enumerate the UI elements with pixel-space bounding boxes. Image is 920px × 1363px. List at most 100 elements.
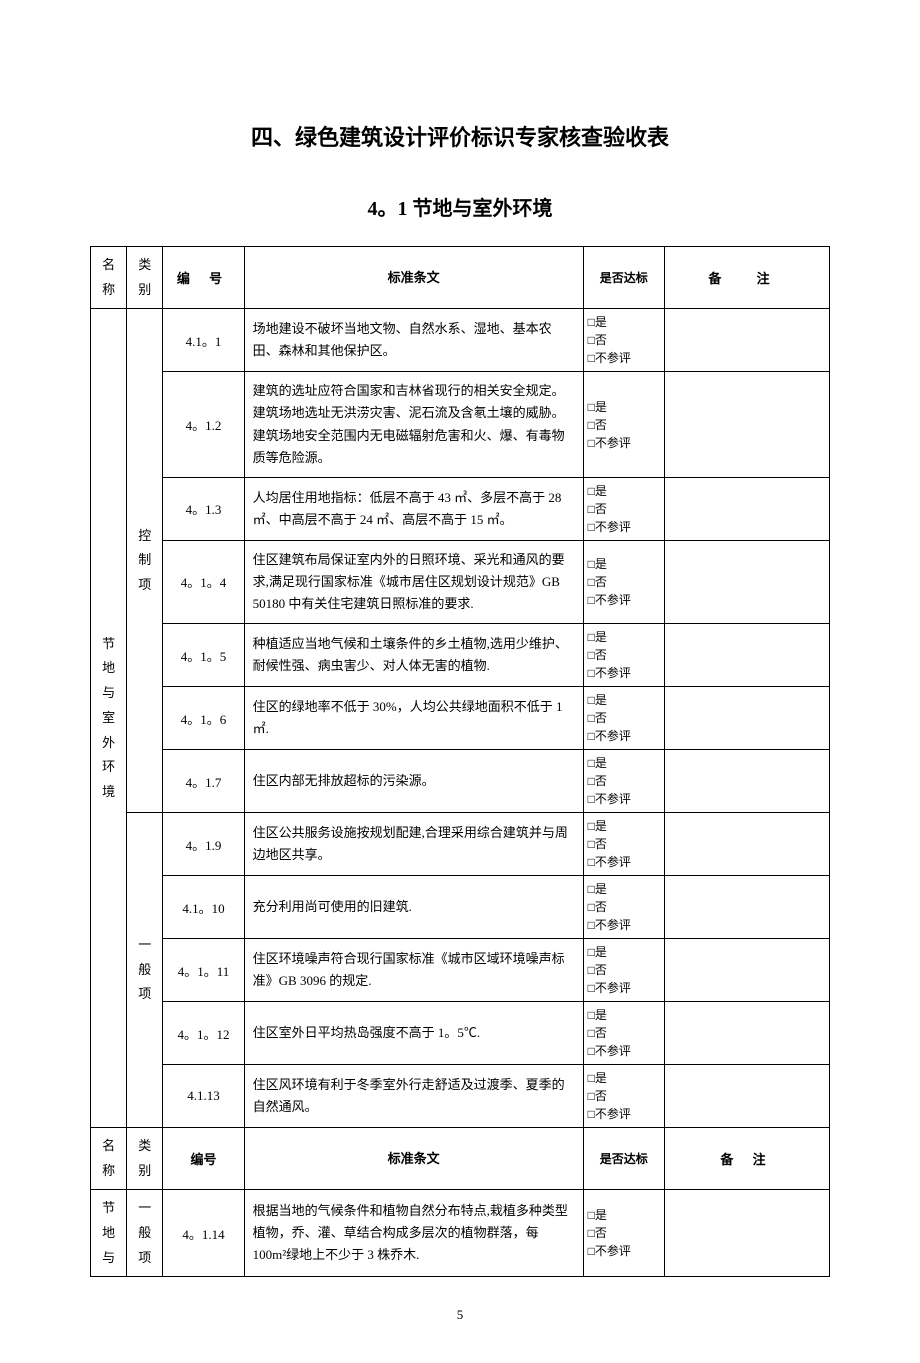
cb-yes[interactable]: □是 bbox=[588, 1208, 607, 1222]
row-text: 人均居住用地指标：低层不高于 43 ㎡、多层不高于 28 ㎡、中高层不高于 24… bbox=[244, 477, 583, 540]
cb-yes[interactable]: □是 bbox=[588, 756, 607, 770]
row-pass: □是 □否 □不参评 bbox=[583, 876, 664, 939]
cb-na[interactable]: □不参评 bbox=[588, 593, 631, 607]
page-number: 5 bbox=[90, 1307, 830, 1323]
cb-na[interactable]: □不参评 bbox=[588, 1244, 631, 1258]
cb-yes[interactable]: □是 bbox=[588, 400, 607, 414]
row-num: 4.1.13 bbox=[163, 1065, 244, 1128]
cb-no[interactable]: □否 bbox=[588, 418, 607, 432]
cb-na[interactable]: □不参评 bbox=[588, 918, 631, 932]
cb-no[interactable]: □否 bbox=[588, 774, 607, 788]
row-text: 住区环境噪声符合现行国家标准《城市区域环境噪声标准》GB 3096 的规定. bbox=[244, 939, 583, 1002]
table-row: 4。1。6 住区的绿地率不低于 30%，人均公共绿地面积不低于 1 ㎡. □是□… bbox=[91, 687, 830, 750]
cb-no[interactable]: □否 bbox=[588, 837, 607, 851]
table-row: 4.1。10 充分利用尚可使用的旧建筑. □是□否□不参评 bbox=[91, 876, 830, 939]
row-note bbox=[664, 1002, 829, 1065]
cb-yes[interactable]: □是 bbox=[588, 315, 607, 329]
row-note bbox=[664, 624, 829, 687]
cb-na[interactable]: □不参评 bbox=[588, 855, 631, 869]
cb-na[interactable]: □不参评 bbox=[588, 666, 631, 680]
cat-control: 控制项 bbox=[127, 309, 163, 813]
checklist-table: 名称 类别 编 号 标准条文 是否达标 备 注 节地与室外环境 控制项 4.1。… bbox=[90, 246, 830, 1277]
cb-no[interactable]: □否 bbox=[588, 648, 607, 662]
row-pass: □是 □否 □不参评 bbox=[583, 1002, 664, 1065]
row-text: 住区建筑布局保证室内外的日照环境、采光和通风的要求,满足现行国家标准《城市居住区… bbox=[244, 540, 583, 623]
cb-yes[interactable]: □是 bbox=[588, 557, 607, 571]
cb-na[interactable]: □不参评 bbox=[588, 351, 631, 365]
table-row: 4。1。11 住区环境噪声符合现行国家标准《城市区域环境噪声标准》GB 3096… bbox=[91, 939, 830, 1002]
row-pass: □是 □否 □不参评 bbox=[583, 750, 664, 813]
th-num: 编 号 bbox=[163, 247, 244, 309]
th-text: 标准条文 bbox=[244, 1128, 583, 1190]
row-note bbox=[664, 1190, 829, 1277]
cb-na[interactable]: □不参评 bbox=[588, 729, 631, 743]
cb-no[interactable]: □否 bbox=[588, 1226, 607, 1240]
cb-na[interactable]: □不参评 bbox=[588, 792, 631, 806]
th-name: 名称 bbox=[91, 1128, 127, 1190]
cb-na[interactable]: □不参评 bbox=[588, 1044, 631, 1058]
cb-yes[interactable]: □是 bbox=[588, 819, 607, 833]
cb-no[interactable]: □否 bbox=[588, 502, 607, 516]
cb-yes[interactable]: □是 bbox=[588, 1008, 607, 1022]
table-row: 4.1.13 住区风环境有利于冬季室外行走舒适及过渡季、夏季的自然通风。 □是□… bbox=[91, 1065, 830, 1128]
cb-no[interactable]: □否 bbox=[588, 900, 607, 914]
row-num: 4。1。5 bbox=[163, 624, 244, 687]
row-note bbox=[664, 876, 829, 939]
row-note bbox=[664, 477, 829, 540]
row-pass: □是 □否 □不参评 bbox=[583, 1065, 664, 1128]
row-note bbox=[664, 687, 829, 750]
cb-na[interactable]: □不参评 bbox=[588, 436, 631, 450]
table-row: 4。1.2 建筑的选址应符合国家和吉林省现行的相关安全规定。建筑场地选址无洪涝灾… bbox=[91, 372, 830, 477]
cb-na[interactable]: □不参评 bbox=[588, 1107, 631, 1121]
row-num: 4。1.7 bbox=[163, 750, 244, 813]
cb-yes[interactable]: □是 bbox=[588, 945, 607, 959]
row-text: 住区室外日平均热岛强度不高于 1。5℃. bbox=[244, 1002, 583, 1065]
row-note bbox=[664, 309, 829, 372]
row-num: 4。1。12 bbox=[163, 1002, 244, 1065]
row-num: 4.1。1 bbox=[163, 309, 244, 372]
sub-title: 4。1 节地与室外环境 bbox=[90, 192, 830, 221]
row-num: 4。1。6 bbox=[163, 687, 244, 750]
row-text: 住区公共服务设施按规划配建,合理采用综合建筑并与周边地区共享。 bbox=[244, 813, 583, 876]
cb-na[interactable]: □不参评 bbox=[588, 981, 631, 995]
row-note bbox=[664, 939, 829, 1002]
cb-no[interactable]: □否 bbox=[588, 1089, 607, 1103]
row-num: 4。1.9 bbox=[163, 813, 244, 876]
cb-na[interactable]: □不参评 bbox=[588, 520, 631, 534]
row-pass: □是 □否 □不参评 bbox=[583, 687, 664, 750]
cb-yes[interactable]: □是 bbox=[588, 630, 607, 644]
table-row: 一般项 4。1.9 住区公共服务设施按规划配建,合理采用综合建筑并与周边地区共享… bbox=[91, 813, 830, 876]
cb-no[interactable]: □否 bbox=[588, 1026, 607, 1040]
cb-yes[interactable]: □是 bbox=[588, 882, 607, 896]
row-num: 4。1。4 bbox=[163, 540, 244, 623]
cb-no[interactable]: □否 bbox=[588, 333, 607, 347]
table-header-2: 名称 类别 编号 标准条文 是否达标 备 注 bbox=[91, 1128, 830, 1190]
row-text: 充分利用尚可使用的旧建筑. bbox=[244, 876, 583, 939]
row-note bbox=[664, 813, 829, 876]
cb-yes[interactable]: □是 bbox=[588, 693, 607, 707]
main-title: 四、绿色建筑设计评价标识专家核查验收表 bbox=[90, 120, 830, 152]
row-pass: □是 □否 □不参评 bbox=[583, 540, 664, 623]
row-num: 4。1.2 bbox=[163, 372, 244, 477]
table-row: 4。1。4 住区建筑布局保证室内外的日照环境、采光和通风的要求,满足现行国家标准… bbox=[91, 540, 830, 623]
cb-no[interactable]: □否 bbox=[588, 575, 607, 589]
table-header: 名称 类别 编 号 标准条文 是否达标 备 注 bbox=[91, 247, 830, 309]
row-note bbox=[664, 750, 829, 813]
th-num: 编号 bbox=[163, 1128, 244, 1190]
row-pass: □是 □否 □不参评 bbox=[583, 477, 664, 540]
row-pass: □是 □否 □不参评 bbox=[583, 1190, 664, 1277]
cb-yes[interactable]: □是 bbox=[588, 1071, 607, 1085]
table-row: 4。1.3 人均居住用地指标：低层不高于 43 ㎡、多层不高于 28 ㎡、中高层… bbox=[91, 477, 830, 540]
cb-no[interactable]: □否 bbox=[588, 963, 607, 977]
section-name-2: 节地与 bbox=[91, 1190, 127, 1277]
cb-no[interactable]: □否 bbox=[588, 711, 607, 725]
row-num: 4。1.14 bbox=[163, 1190, 244, 1277]
row-note bbox=[664, 1065, 829, 1128]
row-text: 场地建设不破坏当地文物、自然水系、湿地、基本农田、森林和其他保护区。 bbox=[244, 309, 583, 372]
cb-yes[interactable]: □是 bbox=[588, 484, 607, 498]
row-text: 住区的绿地率不低于 30%，人均公共绿地面积不低于 1 ㎡. bbox=[244, 687, 583, 750]
table-row: 节地与 一般项 4。1.14 根据当地的气候条件和植物自然分布特点,栽植多种类型… bbox=[91, 1190, 830, 1277]
th-cat: 类别 bbox=[127, 247, 163, 309]
table-row: 4。1。5 种植适应当地气候和土壤条件的乡土植物,选用少维护、耐候性强、病虫害少… bbox=[91, 624, 830, 687]
row-text: 建筑的选址应符合国家和吉林省现行的相关安全规定。建筑场地选址无洪涝灾害、泥石流及… bbox=[244, 372, 583, 477]
